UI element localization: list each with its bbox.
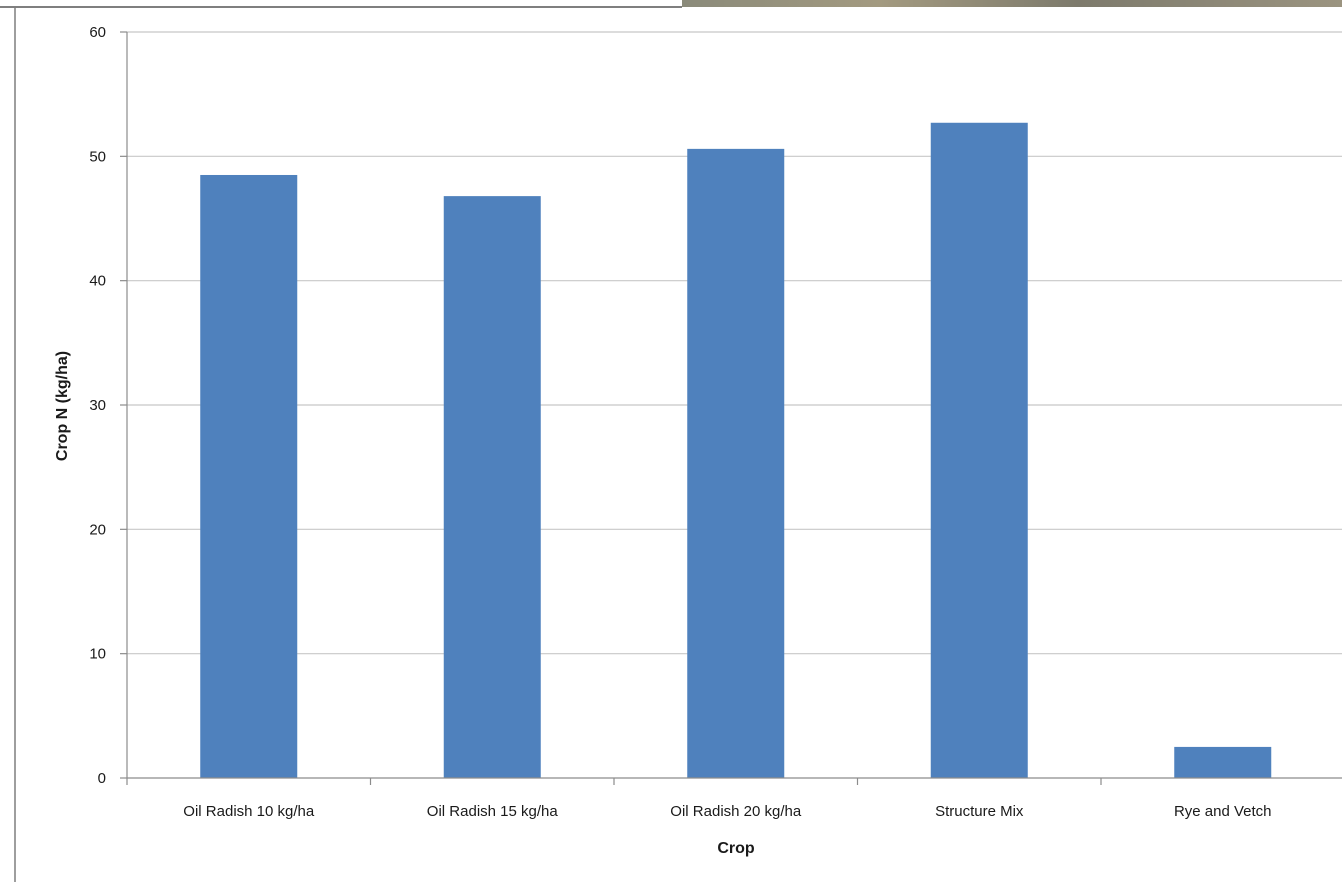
y-tick-label: 10 — [89, 646, 106, 663]
x-tick-label: Oil Radish 20 kg/ha — [670, 803, 802, 820]
bar-5 — [1174, 746, 1272, 778]
bars — [200, 122, 1272, 779]
y-tick-label: 60 — [89, 24, 106, 41]
y-tick-label: 20 — [89, 521, 106, 538]
y-tick-label: 30 — [89, 397, 106, 414]
bar-1 — [200, 174, 298, 778]
y-tick-label: 50 — [89, 148, 106, 165]
y-axis-title: Crop N (kg/ha) — [54, 351, 71, 461]
y-tick-labels: 0 10 20 30 40 50 60 — [89, 24, 106, 787]
bar-2 — [443, 196, 541, 778]
y-tick-label: 40 — [89, 273, 106, 290]
background-photo-strip — [682, 0, 1342, 7]
x-axis-title: Crop — [717, 840, 755, 857]
y-tick-label: 0 — [98, 770, 106, 787]
bar-4 — [930, 122, 1028, 779]
x-tick-label: Structure Mix — [935, 803, 1024, 820]
x-tick-labels: Oil Radish 10 kg/ha Oil Radish 15 kg/ha Oi… — [183, 803, 1271, 820]
x-tick-label: Oil Radish 10 kg/ha — [183, 803, 315, 820]
axes — [120, 31, 1342, 785]
x-tick-label: Oil Radish 15 kg/ha — [427, 803, 559, 820]
bar-3 — [687, 148, 785, 778]
x-tick-label: Rye and Vetch — [1174, 803, 1272, 820]
